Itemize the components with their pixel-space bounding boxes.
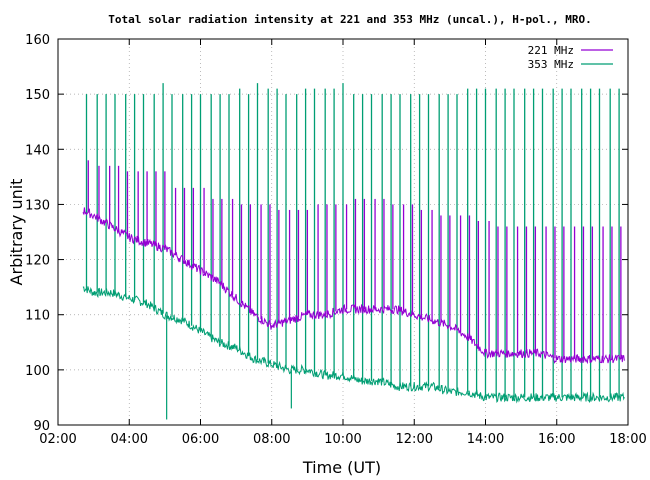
y-tick-label: 160 [25,33,50,48]
y-tick-label: 90 [33,419,50,434]
y-tick-label: 110 [25,309,50,324]
x-tick-label: 02:00 [39,432,76,447]
legend-label: 221 MHz [528,44,574,57]
y-tick-label: 140 [25,143,50,158]
y-tick-label: 120 [25,254,50,269]
x-axis-ticks: 02:00 04:00 06:00 08:00 10:00 12:00 14:00 16:00… [39,39,647,447]
chart-title: Total solar radiation intensity at 221 a… [108,13,591,26]
series-line [82,207,625,365]
y-tick-label: 130 [25,198,50,213]
series-353-mhz [82,83,625,420]
x-tick-label: 08:00 [253,432,290,447]
series-221-mhz [82,160,625,365]
series-layer [82,83,625,420]
legend-label: 353 MHz [528,58,574,71]
x-tick-label: 12:00 [396,432,433,447]
x-tick-label: 04:00 [111,432,148,447]
x-tick-label: 14:00 [467,432,504,447]
y-axis-ticks: 90 100 110 120 130 140 150 160 [25,33,628,434]
x-tick-label: 06:00 [182,432,219,447]
y-axis-label: Arbitrary unit [7,179,26,286]
x-tick-label: 10:00 [324,432,361,447]
x-tick-label: 18:00 [609,432,646,447]
x-tick-label: 16:00 [538,432,575,447]
y-tick-label: 150 [25,88,50,103]
plot-frame [57,38,629,426]
y-tick-label: 100 [25,364,50,379]
x-axis-label: Time (UT) [302,458,381,477]
